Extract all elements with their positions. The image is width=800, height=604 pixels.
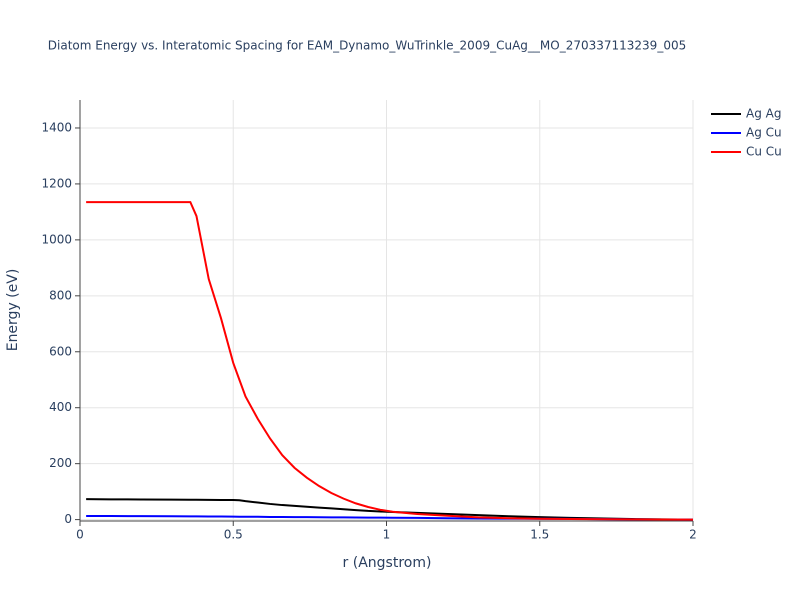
legend-label: Cu Cu xyxy=(746,145,782,159)
x-tick-label: 2 xyxy=(689,528,697,542)
y-tick-label: 600 xyxy=(49,344,72,358)
line-series xyxy=(86,498,694,521)
y-tick-label: 1400 xyxy=(41,120,72,134)
line-series xyxy=(86,201,694,521)
line-series xyxy=(86,514,694,521)
y-tick-label: 400 xyxy=(49,400,72,414)
y-tick-label: 0 xyxy=(64,512,72,526)
x-tick-label: 1.5 xyxy=(530,528,549,542)
x-tick-label: 1 xyxy=(383,528,391,542)
chart-title: Diatom Energy vs. Interatomic Spacing fo… xyxy=(48,39,686,53)
y-tick-label: 800 xyxy=(49,288,72,302)
x-tick-label: 0.5 xyxy=(224,528,243,542)
y-tick-label: 1200 xyxy=(41,176,72,190)
y-axis-label: Energy (eV) xyxy=(5,269,21,352)
x-axis-label: r (Angstrom) xyxy=(343,555,432,571)
legend-label: Ag Cu xyxy=(746,126,782,140)
y-tick-label: 200 xyxy=(49,456,72,470)
x-tick-label: 0 xyxy=(76,528,84,542)
legend-label: Ag Ag xyxy=(746,107,781,121)
y-tick-label: 1000 xyxy=(41,232,72,246)
